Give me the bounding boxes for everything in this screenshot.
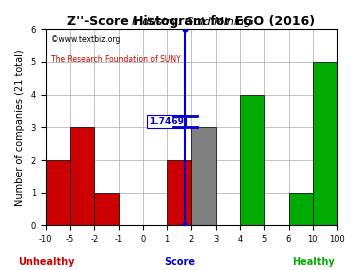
Bar: [70, 127, 94, 225]
Text: Industry: Gold Mining: Industry: Gold Mining: [132, 17, 251, 27]
Bar: [167, 160, 192, 225]
Title: Z''-Score Histogram for EGO (2016): Z''-Score Histogram for EGO (2016): [67, 15, 315, 28]
Bar: [192, 127, 216, 225]
Bar: [94, 193, 118, 225]
Bar: [240, 94, 264, 225]
Text: Unhealthy: Unhealthy: [19, 257, 75, 267]
Text: Score: Score: [165, 257, 195, 267]
Bar: [46, 160, 70, 225]
Text: Healthy: Healthy: [292, 257, 334, 267]
Text: The Research Foundation of SUNY: The Research Foundation of SUNY: [51, 55, 181, 64]
Y-axis label: Number of companies (21 total): Number of companies (21 total): [15, 49, 25, 206]
Text: 1.7469: 1.7469: [149, 117, 184, 126]
Text: ©www.textbiz.org: ©www.textbiz.org: [51, 35, 121, 44]
Bar: [313, 62, 337, 225]
Bar: [289, 193, 313, 225]
